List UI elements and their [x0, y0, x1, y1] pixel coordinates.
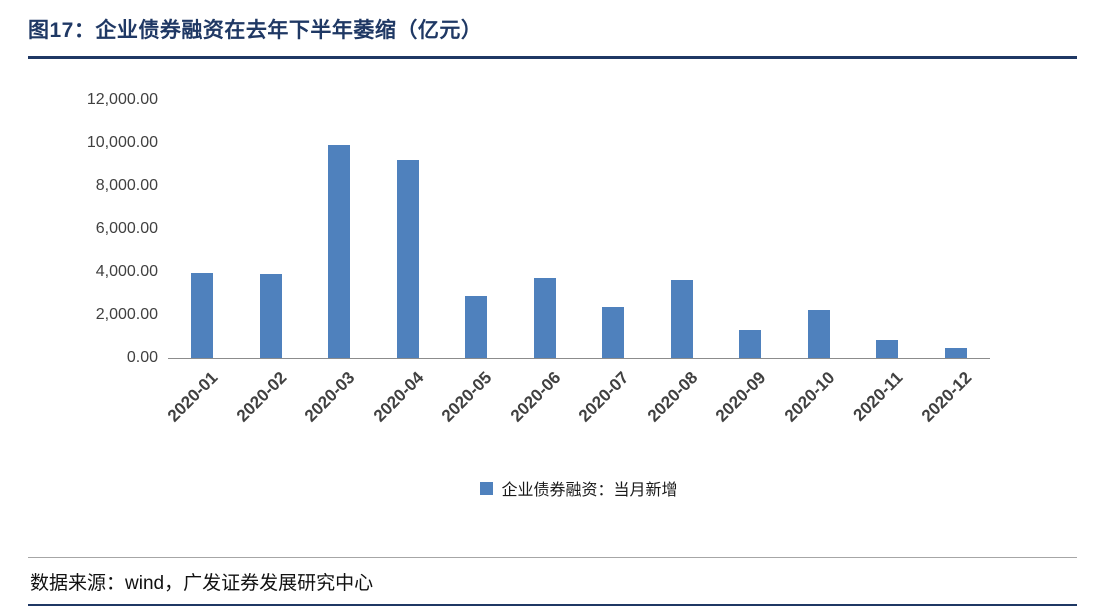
footer-divider-bottom	[28, 604, 1077, 606]
bar-2020-04	[397, 160, 419, 358]
bar-2020-07	[602, 307, 624, 358]
bar-2020-02	[260, 274, 282, 358]
bar-2020-09	[739, 330, 761, 358]
bar-chart: 0.00 2,000.00 4,000.00 6,000.00 8,000.00 10,0…	[0, 91, 1105, 461]
plot-area	[168, 100, 990, 359]
y-tick-label: 0.00	[126, 349, 158, 366]
figure-title: 图17：企业债券融资在去年下半年萎缩（亿元）	[28, 19, 483, 42]
legend-label: 企业债券融资：当月新增	[501, 482, 678, 499]
legend-swatch-icon	[480, 481, 494, 495]
bar-2020-03	[328, 145, 350, 358]
data-source-text: 数据来源：wind，广发证券发展研究中心	[30, 573, 374, 594]
y-tick-label: 4,000.00	[95, 263, 158, 280]
y-tick-label: 12,000.00	[86, 91, 158, 108]
footer-divider-top	[28, 557, 1077, 558]
chart-legend: 企业债券融资：当月新增	[168, 476, 990, 500]
bar-2020-10	[808, 310, 830, 358]
bar-2020-05	[465, 296, 487, 358]
y-tick-label: 10,000.00	[86, 134, 158, 151]
y-tick-label: 2,000.00	[95, 306, 158, 323]
bar-2020-08	[671, 280, 693, 358]
y-axis: 0.00 2,000.00 4,000.00 6,000.00 8,000.00 10,0…	[40, 91, 158, 366]
figure-title-block: 图17：企业债券融资在去年下半年萎缩（亿元）	[28, 14, 1077, 59]
bar-2020-12	[945, 348, 967, 358]
bar-2020-01	[191, 273, 213, 358]
x-axis: 2020-01 2020-02 2020-03 2020-04 2020-05 2020-…	[164, 358, 990, 458]
bar-2020-06	[534, 278, 556, 358]
y-tick-label: 8,000.00	[95, 177, 158, 194]
bar-2020-11	[876, 340, 898, 358]
y-tick-label: 6,000.00	[95, 220, 158, 237]
